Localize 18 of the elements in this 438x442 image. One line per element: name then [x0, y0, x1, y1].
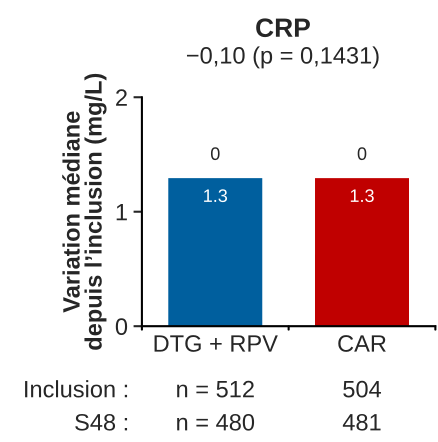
annotation: 0 — [210, 147, 220, 160]
text: S48 : — [75, 414, 128, 431]
y-tick-label: 0 — [116, 318, 128, 335]
y-axis-title: Variation médiane depuis l’inclusion (mg/L) — [62, 74, 107, 350]
text: Inclusion : — [25, 380, 128, 398]
annotation: 0 — [358, 147, 366, 160]
chart-title: CRP — [256, 18, 310, 38]
y-tick-label: 2 — [116, 89, 127, 106]
x-tick-label: DTG + RPV — [154, 335, 278, 352]
text: n = 512 — [177, 380, 254, 398]
text: 481 — [342, 414, 381, 431]
chart-subtitle: −0,10 (p = 0,1431) — [186, 46, 379, 68]
text: n = 480 — [177, 414, 254, 431]
data-label: 1.3 — [204, 189, 228, 202]
data-label: 1.3 — [350, 189, 374, 202]
x-tick-label: CAR — [338, 335, 386, 352]
text: 504 — [343, 380, 382, 398]
y-tick-label: 1 — [116, 204, 127, 220]
